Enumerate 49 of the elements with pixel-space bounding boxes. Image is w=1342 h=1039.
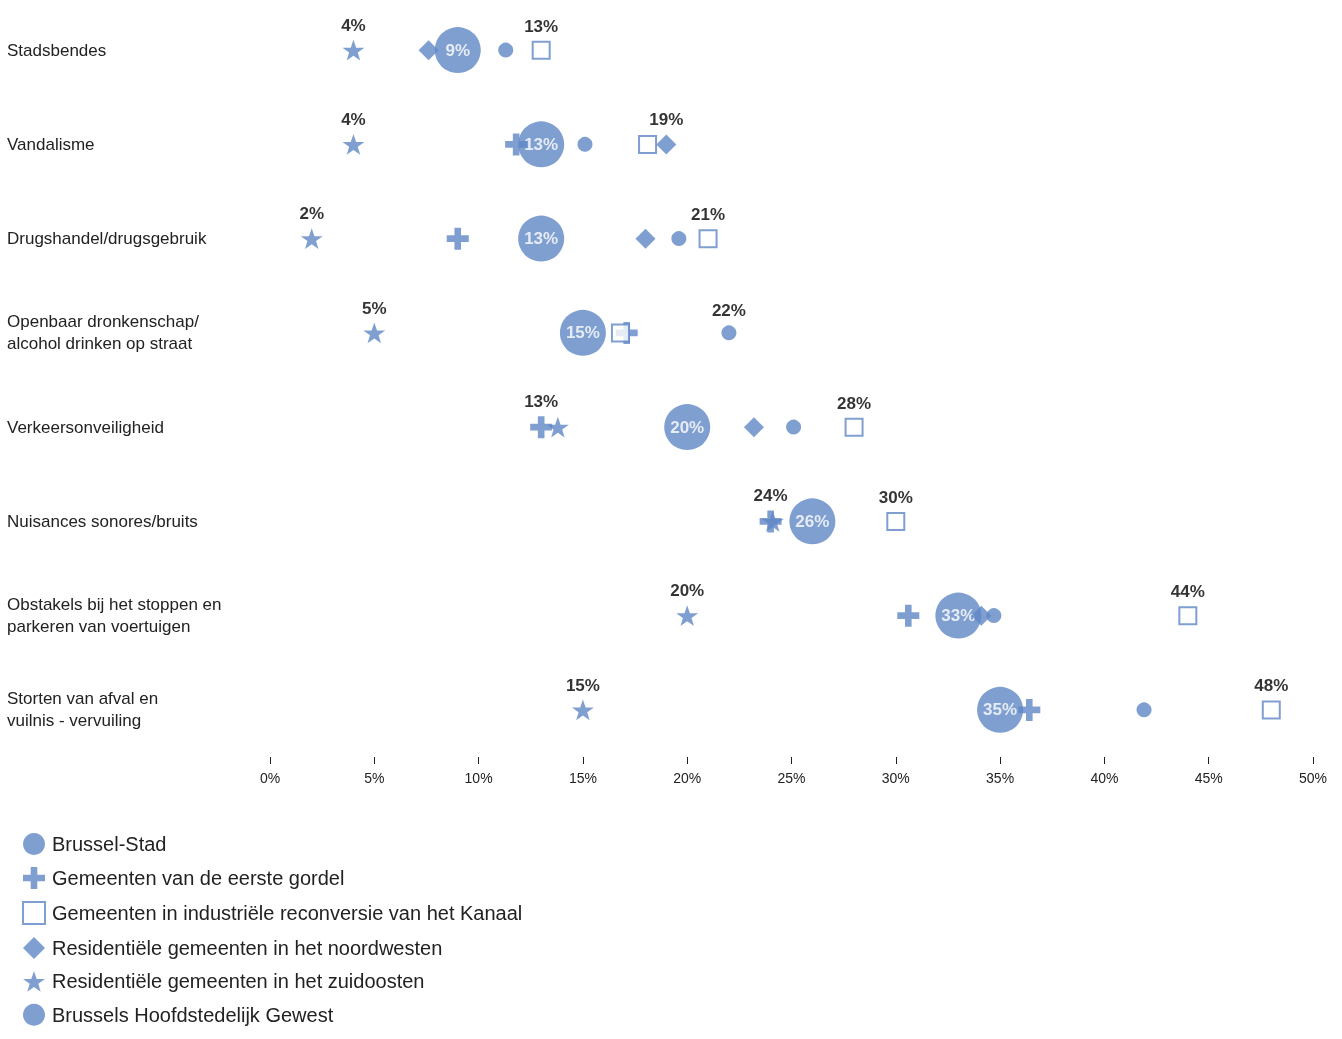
y-tick-label: Obstakels bij het stoppen en parkeren van voertuigen (7, 595, 222, 637)
data-label: 44% (1170, 582, 1205, 602)
data-label: 35% (983, 700, 1018, 720)
x-tick-label: 10% (464, 770, 493, 786)
x-tick-label: 15% (568, 770, 597, 786)
y-tick-label: Vandalisme (7, 134, 95, 154)
x-tick-label: 35% (986, 770, 1015, 786)
x-tick-label: 30% (881, 770, 910, 786)
data-label: 13% (524, 134, 559, 154)
data-label: 19% (649, 110, 684, 130)
data-label: 48% (1254, 676, 1289, 696)
y-tick-label: Openbaar dronkenschap/ alcohol drinken op straat (7, 312, 200, 354)
y-tick-label: Drugshandel/drugsgebruik (7, 229, 207, 249)
x-tick-label: 20% (673, 770, 702, 786)
data-label: 15% (565, 323, 600, 343)
data-label: 2% (299, 204, 325, 224)
x-tick-label: 25% (777, 770, 806, 786)
data-label: 20% (670, 581, 705, 601)
data-label: 22% (711, 301, 746, 321)
y-tick-label: Nuisances sonores/bruits (7, 511, 198, 531)
data-label: 13% (524, 392, 559, 412)
legend-label: Brussels Hoofdstedelijk Gewest (52, 1003, 334, 1026)
data-label: 15% (565, 675, 600, 695)
legend-label: Brussel-Stad (52, 833, 167, 855)
data-label: 5% (362, 298, 387, 318)
data-label: 24% (753, 486, 788, 506)
legend-label: Gemeenten in industriële reconversie van het Kanaal (52, 902, 523, 924)
legend-label: Residentiële gemeenten in het noordwesten (52, 937, 443, 959)
data-label: 13% (524, 16, 559, 36)
y-tick-label: Verkeersonveiligheid (7, 417, 164, 437)
data-label: 33% (941, 606, 976, 626)
legend-label: Gemeenten van de eerste gordel (52, 867, 345, 889)
data-label: 9% (445, 40, 471, 60)
data-label: 30% (878, 487, 913, 507)
x-tick-label: 50% (1298, 770, 1328, 786)
x-tick-label: 5% (364, 770, 385, 786)
data-label: 26% (795, 511, 830, 531)
data-label: 20% (670, 417, 705, 437)
data-label: 4% (341, 110, 366, 130)
y-tick-label: Stadsbendes (7, 40, 107, 60)
x-tick-label: 45% (1194, 770, 1223, 786)
x-tick-label: 40% (1090, 770, 1119, 786)
data-label: 21% (691, 205, 726, 225)
data-label: 13% (524, 229, 559, 249)
y-tick-label: Storten van afval en vuilnis - vervuiling (7, 689, 159, 731)
data-label: 28% (837, 393, 872, 413)
legend-label: Residentiële gemeenten in het zuidoosten (52, 970, 425, 993)
data-label: 4% (341, 15, 366, 35)
x-tick-label: 0% (259, 770, 281, 786)
